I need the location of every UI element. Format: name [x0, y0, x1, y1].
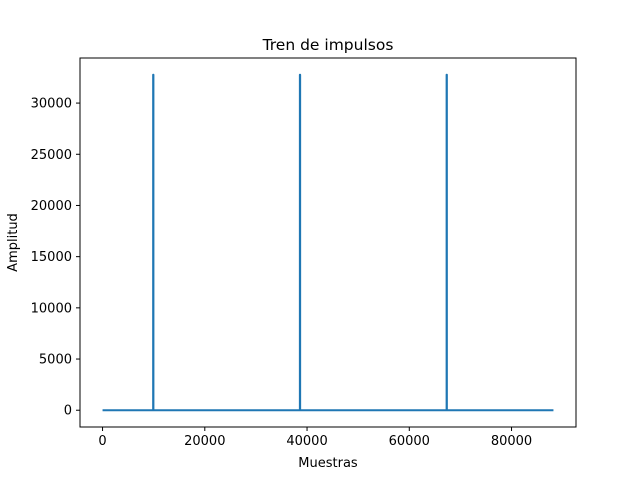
axes-frame [79, 57, 577, 428]
y-tick-label: 5000 [39, 353, 72, 368]
x-axis-label: Muestras [298, 456, 358, 471]
y-axis-ticks: 0 5000 10000 15000 20000 25000 30000 [31, 97, 80, 419]
y-tick-label: 15000 [31, 250, 72, 265]
x-tick-label: 40000 [286, 434, 327, 449]
series-line-0 [102, 73, 554, 412]
y-tick-label: 0 [64, 404, 72, 419]
y-axis-label: Amplitud [6, 213, 21, 272]
x-tick-label: 80000 [491, 434, 532, 449]
x-axis-ticks: 0 20000 40000 60000 80000 [98, 427, 532, 449]
y-tick-label: 25000 [31, 148, 72, 163]
series-layer [102, 73, 554, 412]
y-tick-label: 30000 [31, 97, 72, 112]
y-tick-label: 20000 [31, 199, 72, 214]
y-tick-label: 10000 [31, 301, 72, 316]
x-tick-label: 20000 [184, 434, 225, 449]
chart-title: Tren de impulsos [262, 36, 394, 54]
plot-area [79, 57, 577, 428]
x-tick-label: 0 [98, 434, 106, 449]
x-tick-label: 60000 [389, 434, 430, 449]
